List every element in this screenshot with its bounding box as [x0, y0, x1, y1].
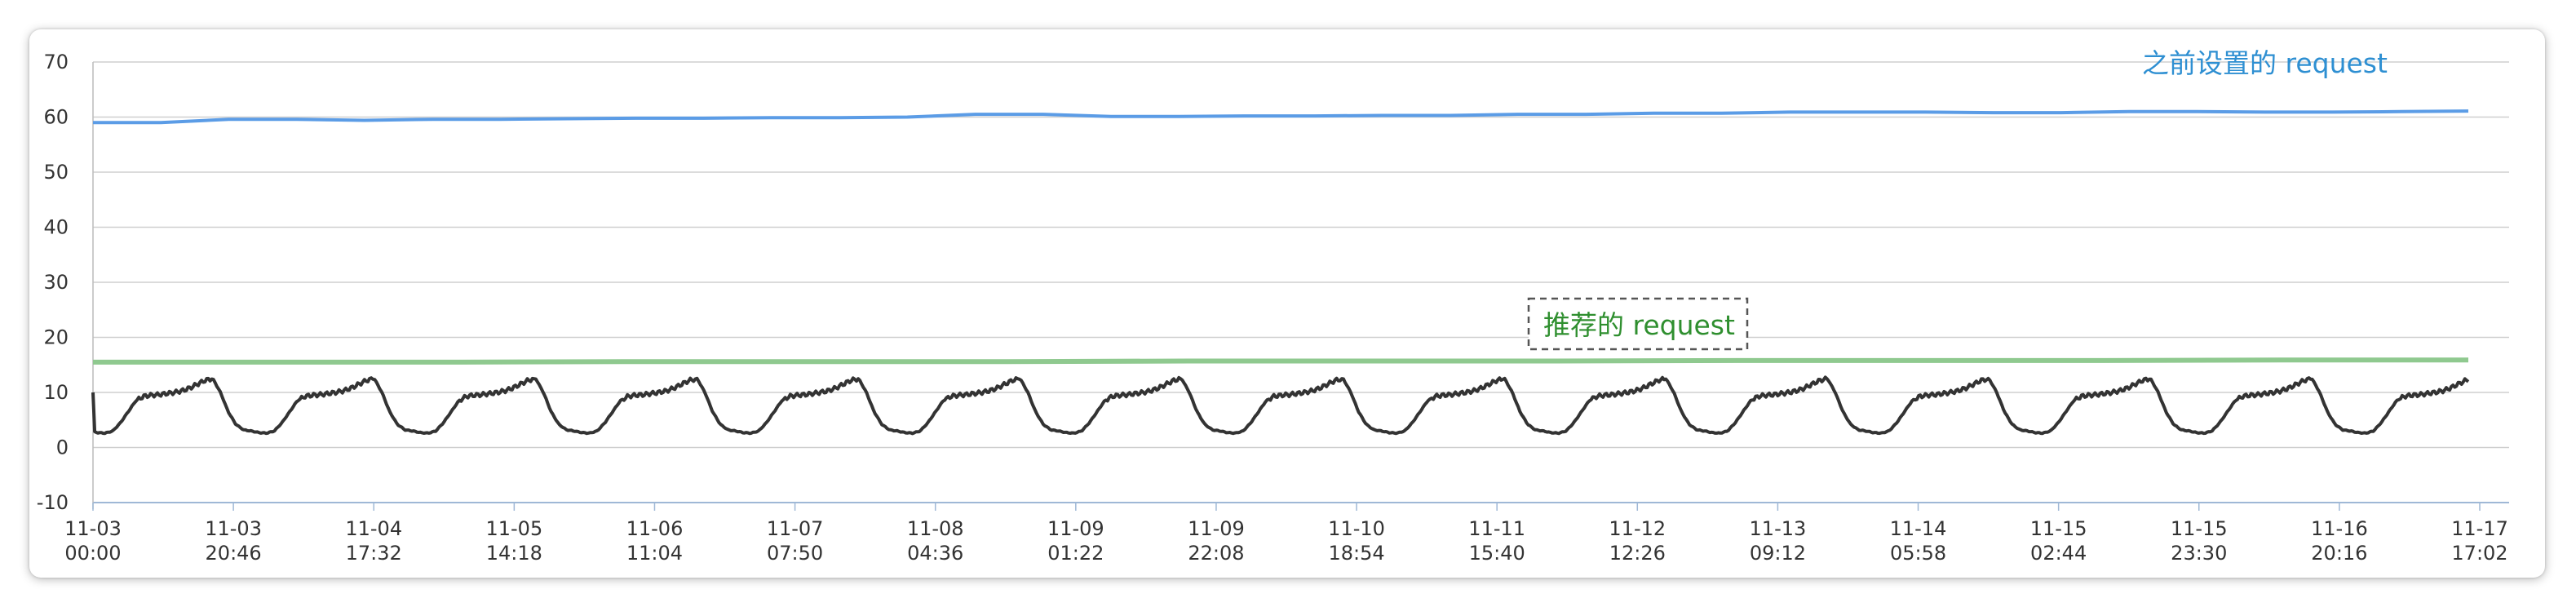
x-tick-time: 22:08: [1188, 542, 1244, 565]
x-tick-date: 11-09: [1047, 517, 1104, 540]
x-tick-time: 15:40: [1469, 542, 1525, 565]
y-tick-label: -10: [37, 491, 69, 514]
x-tick-time: 14:18: [486, 542, 542, 565]
x-tick-date: 11-17: [2451, 517, 2508, 540]
x-tick-time: 12:26: [1609, 542, 1666, 565]
x-tick-time: 23:30: [2171, 542, 2227, 565]
y-tick-label: 40: [43, 216, 69, 239]
x-tick-time: 05:58: [1890, 542, 1946, 565]
x-tick-time: 20:16: [2311, 542, 2367, 565]
x-tick-date: 11-09: [1188, 517, 1245, 540]
x-tick-date: 11-08: [907, 517, 964, 540]
series-previous-request-line: [93, 109, 2469, 125]
x-tick-date: 11-12: [1609, 517, 1666, 540]
y-tick-label: 50: [43, 161, 69, 184]
series-layer: [91, 109, 2470, 436]
x-tick-time: 20:46: [206, 542, 262, 565]
x-tick-time: 09:12: [1750, 542, 1806, 565]
x-tick-date: 11-10: [1328, 517, 1385, 540]
x-tick-date: 11-14: [1890, 517, 1947, 540]
x-tick-time: 17:02: [2451, 542, 2507, 565]
x-tick-date: 11-06: [626, 517, 684, 540]
gridlines: [92, 61, 2509, 509]
y-tick-label: 70: [43, 51, 69, 73]
y-axis-ticks: -10 0 10 20 30 40 50 60 70: [37, 51, 69, 514]
series-usage-line: [91, 375, 2470, 436]
annotation-box: [1527, 297, 1749, 351]
annotations: 之前设置的 request 推荐的 request: [1527, 47, 2388, 351]
x-tick-time: 00:00: [64, 542, 121, 565]
series-recommended-request-line: [93, 357, 2468, 365]
x-tick-time: 02:44: [2030, 542, 2087, 565]
annotation-previous-request: 之前设置的 request: [2142, 47, 2388, 79]
y-tick-label: 0: [56, 436, 69, 459]
x-tick-date: 11-13: [1750, 517, 1807, 540]
x-tick-time: 11:04: [626, 542, 683, 565]
x-tick-date: 11-11: [1468, 517, 1525, 540]
y-tick-label: 20: [43, 326, 69, 349]
x-tick-date: 11-05: [485, 517, 542, 540]
x-axis-ticks: 11-0300:0011-0320:4611-0417:3211-0514:18…: [64, 503, 2508, 565]
x-tick-time: 07:50: [767, 542, 823, 565]
x-tick-time: 17:32: [346, 542, 402, 565]
x-tick-date: 11-16: [2311, 517, 2368, 540]
x-tick-date: 11-03: [64, 517, 122, 540]
y-tick-label: 60: [43, 106, 69, 129]
y-tick-label: 10: [43, 381, 69, 404]
chart-card: -10 0 10 20 30 40 50 60 70 11-03 00:00 11-03 20:46 1…: [29, 29, 2545, 578]
annotation-recommended-request: 推荐的 request: [1543, 309, 1735, 341]
x-tick-time: 01:22: [1047, 542, 1104, 565]
y-tick-label: 30: [43, 271, 69, 294]
x-tick-date: 11-15: [2171, 517, 2228, 540]
x-tick-date: 11-15: [2030, 517, 2087, 540]
x-tick-time: 18:54: [1328, 542, 1384, 565]
x-tick-time: 04:36: [907, 542, 963, 565]
x-tick-date: 11-07: [767, 517, 824, 540]
x-tick-date: 11-04: [345, 517, 402, 540]
x-tick-date: 11-03: [205, 517, 262, 540]
